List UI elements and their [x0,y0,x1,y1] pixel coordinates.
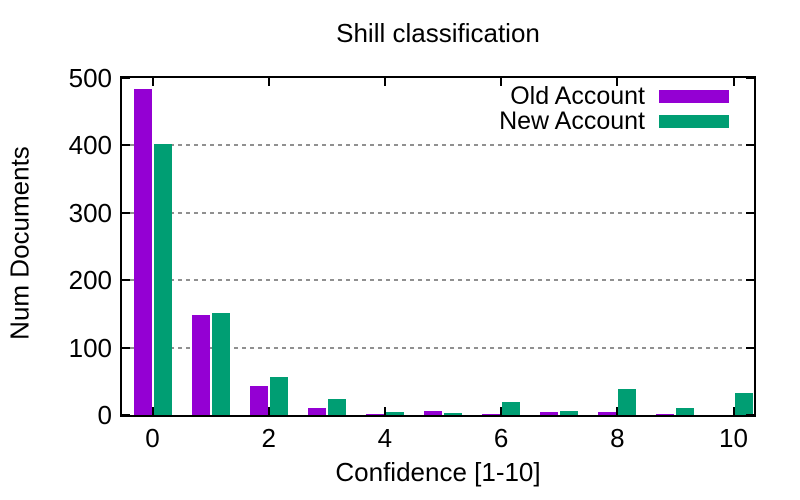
bar-new-account-2 [269,376,288,415]
x-tick-label: 6 [493,423,509,453]
legend-label-old-account: Old Account [510,82,645,110]
legend: Old Account New Account [499,84,729,134]
bar-new-account-3 [327,398,346,415]
y-tick-label: 200 [68,265,112,296]
bar-new-account-8 [618,389,637,415]
y-tick-left [122,77,130,79]
bar-new-account-1 [211,313,230,415]
x-tick-top [383,78,386,86]
bar-old-account-7 [540,411,559,415]
x-tick-label: 4 [377,423,393,453]
x-tick-label: 10 [719,423,748,453]
y-tick-label: 0 [97,400,112,430]
x-tick-bottom [616,407,619,415]
y-grid-line [122,346,754,349]
y-tick-right [746,414,754,416]
bar-new-account-10 [734,393,753,415]
x-axis-label: Confidence [1-10] [335,457,541,487]
x-tick-top [500,78,503,86]
x-tick-top [267,78,270,86]
x-tick-bottom [151,407,154,415]
bar-old-account-9 [656,413,675,415]
bar-new-account-6 [502,401,521,415]
y-tick-right [746,144,754,147]
y-tick-label: 300 [68,197,112,228]
x-tick-bottom [267,407,270,415]
y-tick-right [746,346,754,349]
y-grid-line [122,144,754,147]
legend-item-old-account: Old Account [499,84,729,109]
bar-new-account-9 [676,407,695,415]
y-tick-right [746,77,754,79]
x-tick-top [732,78,735,86]
y-tick-label: 100 [68,332,112,363]
x-tick-top [151,78,154,86]
bar-old-account-2 [249,386,268,415]
bar-old-account-1 [191,315,210,415]
y-tick-left [122,346,130,349]
y-tick-label: 400 [68,130,112,161]
bar-new-account-0 [153,144,172,415]
bar-old-account-8 [598,412,617,415]
x-tick-label: 0 [145,423,160,453]
y-tick-left [122,211,130,214]
y-tick-left [122,144,130,147]
y-grid-line [122,211,754,214]
y-tick-right [746,211,754,214]
y-tick-left [122,414,130,416]
y-tick-label: 500 [68,63,112,93]
plot-border [120,76,756,417]
bar-new-account-7 [560,410,579,415]
bar-new-account-4 [385,412,404,415]
x-tick-bottom [500,407,503,415]
bar-old-account-5 [424,410,442,415]
x-tick-label: 2 [261,423,276,453]
x-tick-label: 8 [610,423,625,453]
x-tick-top [616,78,619,86]
bar-old-account-6 [482,413,501,415]
y-grid-line [122,279,754,282]
legend-swatch-new-account [659,115,729,128]
legend-swatch-old-account [659,90,729,103]
x-tick-bottom [383,407,386,415]
legend-label-new-account: New Account [499,107,645,135]
y-tick-left [122,279,130,282]
legend-item-new-account: New Account [499,109,729,134]
x-tick-bottom [732,407,735,415]
bar-old-account-4 [365,413,384,415]
bar-old-account-0 [133,88,152,415]
y-tick-right [746,279,754,282]
chart-title: Shill classification [336,18,540,48]
bar-old-account-3 [307,408,326,415]
bar-new-account-5 [444,412,462,415]
